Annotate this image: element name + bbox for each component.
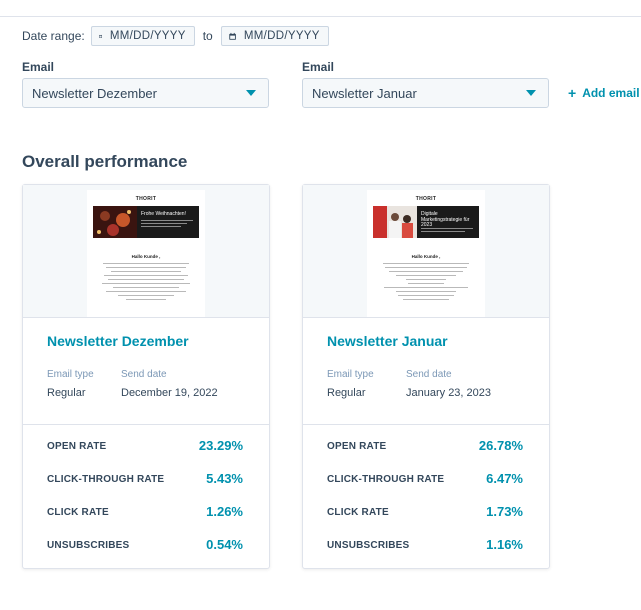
- email-name-link[interactable]: Newsletter Dezember: [47, 333, 189, 349]
- send-date-label: Send date: [121, 369, 167, 380]
- send-date-label: Send date: [406, 369, 452, 380]
- preview-hero-title: Frohe Weihnachten!: [141, 211, 186, 217]
- stat-value: 23.29%: [198, 438, 243, 453]
- date-range-filter: Date range: MM/DD/YYYY to MM/DD/YYYY: [22, 26, 329, 46]
- stat-label: CLICK RATE: [47, 507, 109, 518]
- stat-label: UNSUBSCRIBES: [47, 540, 130, 551]
- stat-value: 1.73%: [486, 504, 523, 519]
- date-range-label: Date range:: [22, 29, 85, 43]
- email-select-1[interactable]: Newsletter Dezember: [22, 78, 269, 108]
- add-email-label: Add email: [582, 86, 640, 100]
- preview-hero-text: [421, 228, 475, 238]
- to-label: to: [202, 29, 213, 43]
- email-type-label: Email type: [327, 369, 374, 380]
- email-select-label: Email: [22, 60, 55, 74]
- stat-label: OPEN RATE: [47, 441, 107, 452]
- top-divider: [0, 16, 641, 17]
- email-select-value: Newsletter Dezember: [32, 85, 157, 101]
- email-performance-card: THORIT Frohe Weihnachten! Hallo Kunde , …: [22, 184, 270, 569]
- calendar-icon: [229, 32, 236, 40]
- stat-value: 1.16%: [486, 537, 523, 552]
- email-type-label: Email type: [47, 369, 94, 380]
- email-select-value: Newsletter Januar: [312, 85, 417, 101]
- email-name-link[interactable]: Newsletter Januar: [327, 333, 448, 349]
- stat-value: 26.78%: [478, 438, 523, 453]
- add-email-button[interactable]: + Add email: [568, 86, 640, 100]
- preview-greeting: Hallo Kunde ,: [131, 254, 161, 259]
- preview-body-text: [381, 263, 471, 303]
- email-type-value: Regular: [327, 387, 366, 399]
- preview-logo: THORIT: [135, 196, 157, 202]
- stat-label: CLICK-THROUGH RATE: [327, 474, 445, 485]
- email-performance-card: THORIT Digitale Marketingstrategie für 2…: [302, 184, 550, 569]
- chevron-down-icon: [246, 90, 256, 96]
- christmas-photo-icon: [93, 206, 137, 238]
- end-date-placeholder: MM/DD/YYYY: [243, 30, 320, 42]
- send-date-value: December 19, 2022: [121, 387, 218, 399]
- email-preview-area[interactable]: THORIT Frohe Weihnachten! Hallo Kunde ,: [23, 185, 269, 318]
- preview-greeting: Hallo Kunde ,: [411, 254, 441, 259]
- email-preview-area[interactable]: THORIT Digitale Marketingstrategie für 2…: [303, 185, 549, 318]
- preview-hero: Digitale Marketingstrategie für 2023: [373, 206, 479, 238]
- stat-label: CLICK RATE: [327, 507, 389, 518]
- people-photo-icon: [373, 206, 417, 238]
- stat-value: 6.47%: [486, 471, 523, 486]
- start-date-input[interactable]: MM/DD/YYYY: [90, 26, 195, 46]
- stat-value: 5.43%: [206, 471, 243, 486]
- calendar-icon: [98, 34, 102, 38]
- end-date-input[interactable]: MM/DD/YYYY: [220, 26, 329, 46]
- email-preview-thumbnail: THORIT Digitale Marketingstrategie für 2…: [367, 190, 485, 317]
- card-divider: [303, 424, 549, 425]
- plus-icon: +: [568, 85, 577, 101]
- preview-body-text: [101, 263, 191, 303]
- card-divider: [23, 424, 269, 425]
- preview-hero: Frohe Weihnachten!: [93, 206, 199, 238]
- stat-value: 1.26%: [206, 504, 243, 519]
- email-select-2[interactable]: Newsletter Januar: [302, 78, 549, 108]
- preview-hero-text: [141, 220, 195, 230]
- email-type-value: Regular: [47, 387, 86, 399]
- stat-label: UNSUBSCRIBES: [327, 540, 410, 551]
- stat-label: OPEN RATE: [327, 441, 387, 452]
- send-date-value: January 23, 2023: [406, 387, 492, 399]
- start-date-placeholder: MM/DD/YYYY: [109, 30, 186, 42]
- section-title: Overall performance: [22, 152, 188, 171]
- email-select-label: Email: [302, 60, 335, 74]
- stat-label: CLICK-THROUGH RATE: [47, 474, 165, 485]
- stat-value: 0.54%: [206, 537, 243, 552]
- preview-logo: THORIT: [415, 196, 437, 202]
- email-preview-thumbnail: THORIT Frohe Weihnachten! Hallo Kunde ,: [87, 190, 205, 317]
- preview-hero-title: Digitale Marketingstrategie für 2023: [421, 211, 470, 228]
- chevron-down-icon: [526, 90, 536, 96]
